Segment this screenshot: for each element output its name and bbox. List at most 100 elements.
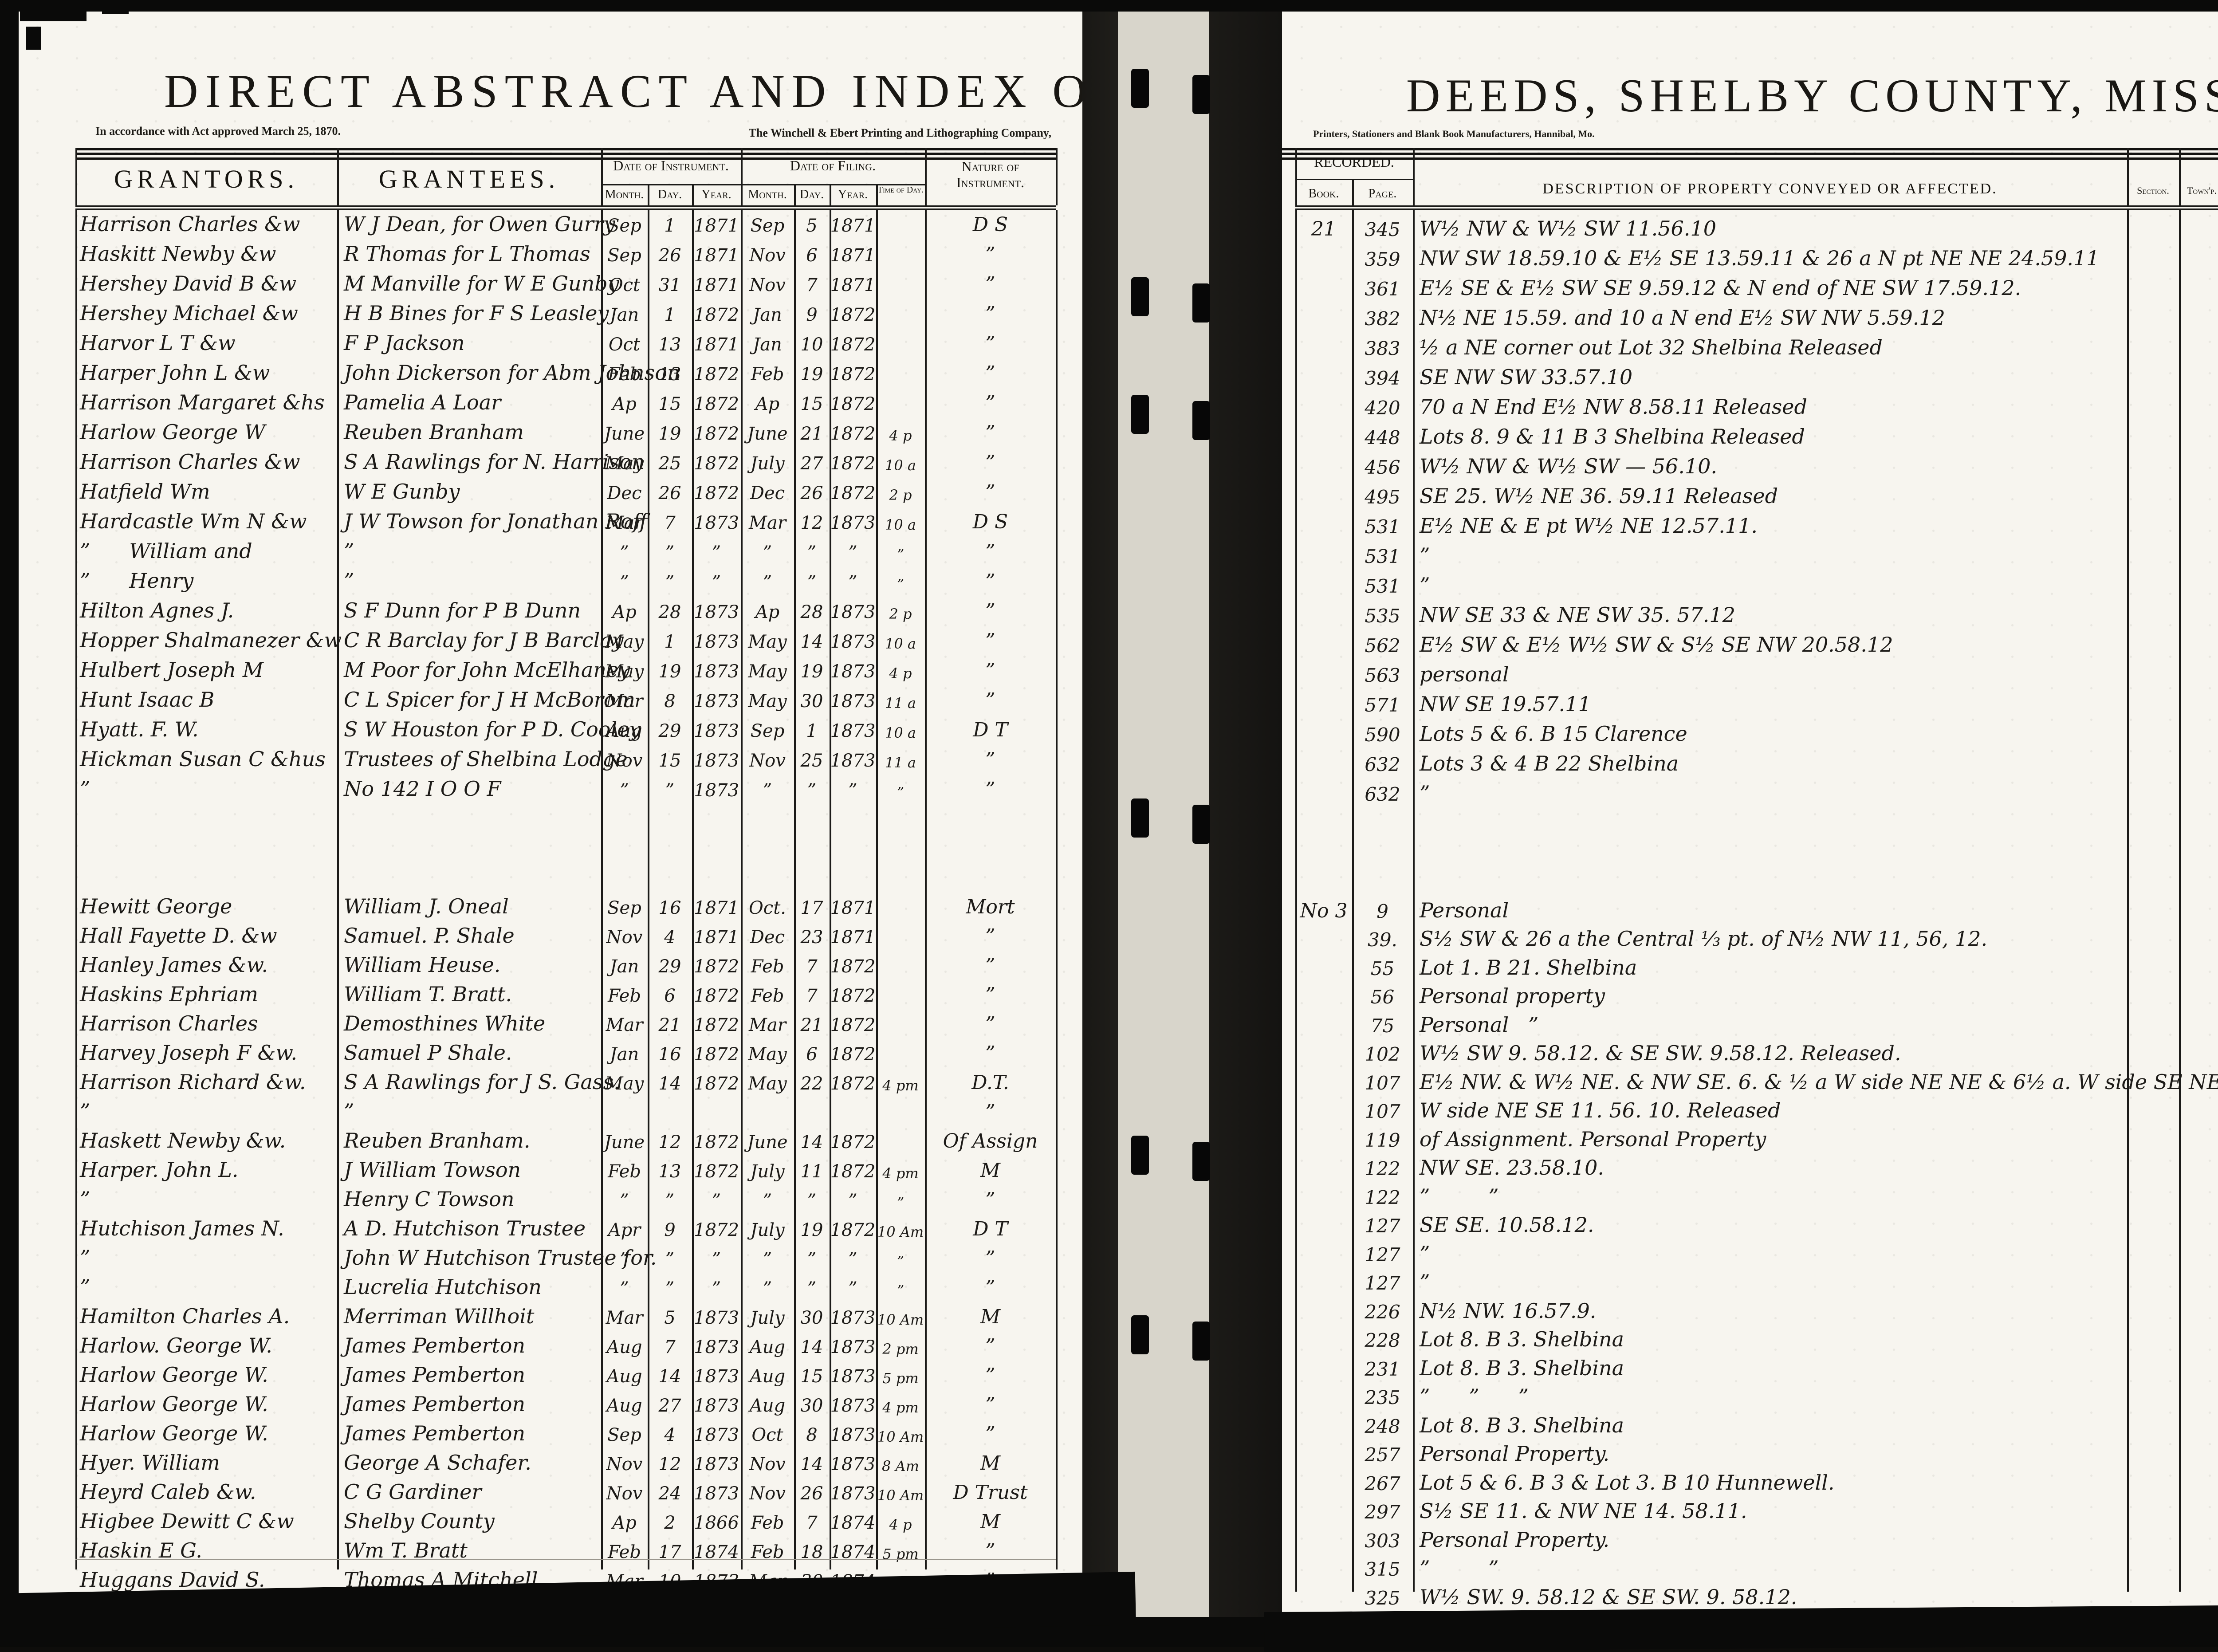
grantee-cell: James Pemberton bbox=[344, 1363, 526, 1387]
table-rule-vertical bbox=[830, 184, 831, 205]
table-rule-vertical bbox=[794, 184, 796, 205]
time-of-day-cell: 2 pm bbox=[882, 1341, 919, 1357]
filing-day-cell: 6 bbox=[806, 1044, 818, 1065]
table-rule-vertical bbox=[741, 210, 743, 1569]
filing-year-cell: 1872 bbox=[830, 986, 876, 1006]
property-description-cell: ” ” bbox=[1420, 1184, 1499, 1208]
filing-day-cell: 8 bbox=[806, 1425, 818, 1445]
property-description-cell: ” ” ” bbox=[1420, 1385, 1529, 1408]
table-rule-vertical bbox=[2179, 148, 2181, 205]
instrument-year-cell: 1873 bbox=[694, 691, 739, 712]
property-description-cell: Personal Property. bbox=[1420, 1442, 1610, 1466]
property-description-cell: S½ SW & 26 a the Central ⅓ pt. of N½ NW … bbox=[1420, 927, 1988, 951]
filing-month-cell: Aug bbox=[749, 1337, 786, 1357]
nature-of-instrument-cell: ” bbox=[985, 421, 995, 444]
instrument-year-cell: 1872 bbox=[694, 956, 739, 977]
grantee-cell: Lucrelia Hutchison bbox=[344, 1275, 542, 1299]
table-rule-vertical bbox=[876, 210, 878, 1569]
time-of-day-cell: ” bbox=[897, 576, 905, 593]
instrument-year-cell: 1872 bbox=[694, 1074, 739, 1094]
instrument-year-cell: 1872 bbox=[694, 1132, 739, 1152]
table-row: Hyer. William George A Schafer. Nov 12 1873 N… bbox=[18, 1445, 1082, 1475]
filing-month-cell: Feb bbox=[751, 956, 784, 977]
property-description-cell: NW SE 19.57.11 bbox=[1420, 692, 1591, 716]
nature-of-instrument-cell: ” bbox=[985, 659, 995, 682]
binder-hole bbox=[1131, 798, 1149, 838]
property-description-cell: Lot 8. B 3. Shelbina bbox=[1420, 1327, 1624, 1351]
property-description-cell: W½ SW. 9. 58.12 & SE SW. 9. 58.12. bbox=[1420, 1585, 1797, 1609]
grantor-cell: Hilton Agnes J. bbox=[80, 598, 234, 622]
filing-month-cell: May bbox=[748, 661, 787, 682]
table-row: Harrison Charles &w W J Dean, for Owen Gu… bbox=[18, 206, 1082, 236]
instrument-day-cell: 21 bbox=[658, 1015, 681, 1035]
table-row: 448 Lots 8. 9 & 11 B 3 Shelbina Released bbox=[1282, 419, 2218, 448]
record-page-cell: 228 bbox=[1365, 1329, 1400, 1351]
table-row: Harrison Margaret &hs Pamelia A Loar Ap 15 1… bbox=[18, 385, 1082, 414]
property-description-cell: ” ” bbox=[1420, 1556, 1499, 1580]
instrument-day-cell: 24 bbox=[658, 1483, 681, 1504]
grantee-cell: W J Dean, for Owen Gurry bbox=[344, 212, 615, 236]
grantor-cell: Hulbert Joseph M bbox=[80, 658, 263, 682]
instrument-day-cell: 14 bbox=[658, 1366, 681, 1387]
left-page-note-left: In accordance with Act approved March 25… bbox=[95, 125, 341, 138]
property-description-cell: Lot 8. B 3. Shelbina bbox=[1420, 1413, 1624, 1437]
nature-of-instrument-cell: ” bbox=[985, 1364, 995, 1387]
filing-year-cell: 1873 bbox=[830, 1454, 876, 1475]
filing-month-cell: Nov bbox=[749, 275, 786, 295]
property-description-cell: N½ NE 15.59. and 10 a N end E½ SW NW 5.5… bbox=[1420, 306, 1945, 330]
instrument-year-cell: 1873 bbox=[694, 1396, 739, 1416]
filing-year-cell: ” bbox=[848, 1278, 857, 1299]
record-page-cell: 257 bbox=[1365, 1444, 1400, 1466]
instrument-month-cell: Feb bbox=[608, 1161, 641, 1182]
instrument-day-cell: 25 bbox=[658, 453, 681, 474]
filing-year-cell: 1873 bbox=[830, 1337, 876, 1357]
table-rule-horizontal bbox=[75, 208, 1056, 210]
instrument-day-cell: 12 bbox=[658, 1454, 681, 1475]
instrument-day-cell: 14 bbox=[658, 1074, 681, 1094]
instrument-year-cell: 1873 bbox=[694, 602, 739, 622]
filing-day-cell: ” bbox=[807, 780, 817, 801]
instrument-month-cell: Jan bbox=[610, 956, 639, 977]
grantee-cell: Demosthines White bbox=[344, 1011, 546, 1035]
property-description-cell: Lot 8. B 3. Shelbina bbox=[1420, 1356, 1624, 1380]
instrument-month-cell: Sep bbox=[607, 216, 641, 236]
filing-day-cell: 5 bbox=[806, 216, 818, 236]
binder-hole bbox=[1192, 283, 1210, 323]
time-of-day-cell: 10 Am bbox=[877, 1487, 924, 1504]
date-of-instrument-header: Date of Instrument. bbox=[613, 157, 729, 173]
filing-year-cell: 1872 bbox=[830, 424, 876, 444]
time-of-day-cell: 4 p bbox=[889, 1516, 912, 1533]
time-of-day-cell: 2 p bbox=[889, 606, 912, 622]
filing-month-cell: Aug bbox=[749, 1366, 786, 1387]
filing-day-cell: 7 bbox=[806, 275, 818, 295]
record-page-cell: 122 bbox=[1365, 1158, 1400, 1180]
filing-month-cell: Mar bbox=[749, 1015, 786, 1035]
filing-day-cell: 14 bbox=[800, 632, 823, 652]
filing-day-cell: 19 bbox=[800, 661, 823, 682]
filing-day-cell: 7 bbox=[806, 1513, 818, 1533]
table-row: Harvor L T &w F P Jackson Oct 13 1871 Jan 10 18… bbox=[18, 325, 1082, 355]
grantor-cell: Haskin E G. bbox=[80, 1538, 202, 1562]
scan-edge-left bbox=[0, 0, 19, 1647]
instrument-year-cell: 1873 bbox=[694, 513, 739, 533]
nature-of-instrument-cell: D T bbox=[973, 1218, 1008, 1240]
table-rule-vertical bbox=[692, 210, 694, 1569]
table-row: 39. S½ SW & 26 a the Central ⅓ pt. of N½ … bbox=[1282, 922, 2218, 951]
table-row: 228 Lot 8. B 3. Shelbina bbox=[1282, 1323, 2218, 1351]
table-row: 383 ½ a NE corner out Lot 32 Shelbina Rel… bbox=[1282, 330, 2218, 359]
nature-of-instrument-cell: ” bbox=[985, 332, 995, 355]
nature-of-instrument-cell: ” bbox=[985, 748, 995, 771]
time-of-day-cell: 11 a bbox=[885, 754, 916, 771]
property-description-cell: E½ NW. & W½ NE. & NW SE. 6. & ½ a W side… bbox=[1420, 1070, 2218, 1094]
grantors-header: GRANTORS. bbox=[114, 165, 299, 193]
table-rule-vertical bbox=[692, 184, 694, 205]
instrument-year-cell: 1871 bbox=[694, 334, 739, 355]
filing-day-cell: 18 bbox=[800, 1542, 823, 1562]
instrument-month-cell: Feb bbox=[608, 1542, 641, 1562]
binder-hole bbox=[1192, 75, 1210, 114]
instrument-day-cell: 26 bbox=[658, 245, 681, 266]
instrument-day-cell: 13 bbox=[658, 334, 681, 355]
grantor-cell: Higbee Dewitt C &w bbox=[80, 1509, 294, 1533]
instrument-month-cell: Dec bbox=[607, 483, 642, 503]
property-description-cell: E½ NE & E pt W½ NE 12.57.11. bbox=[1420, 514, 1758, 538]
